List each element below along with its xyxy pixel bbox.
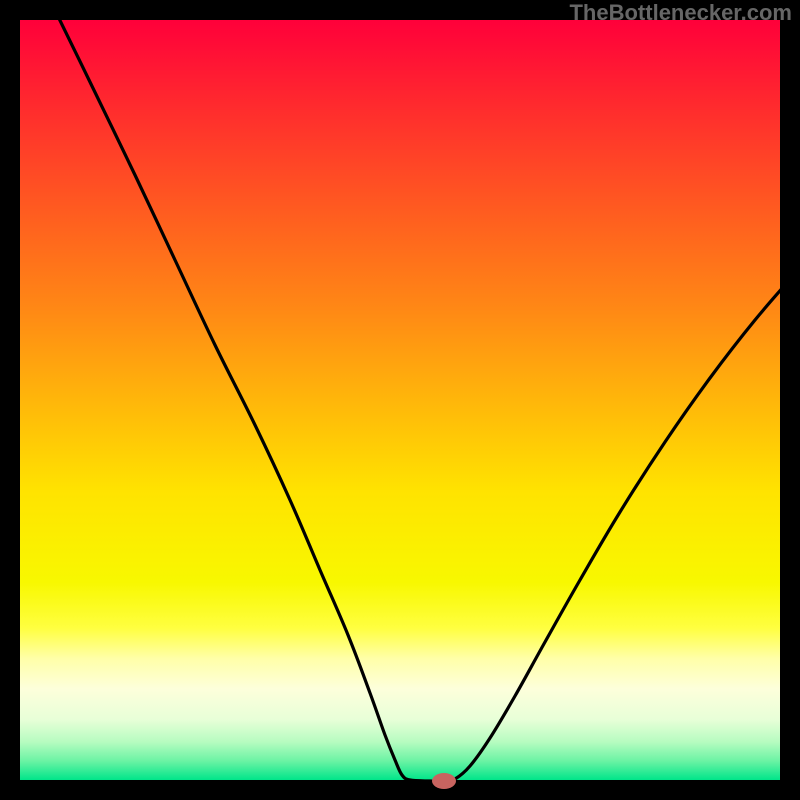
bottleneck-chart bbox=[0, 0, 800, 800]
watermark-text: TheBottlenecker.com bbox=[569, 0, 792, 26]
chart-container: { "chart": { "type": "line", "width": 80… bbox=[0, 0, 800, 800]
optimum-marker bbox=[432, 773, 456, 789]
chart-background bbox=[20, 20, 780, 780]
